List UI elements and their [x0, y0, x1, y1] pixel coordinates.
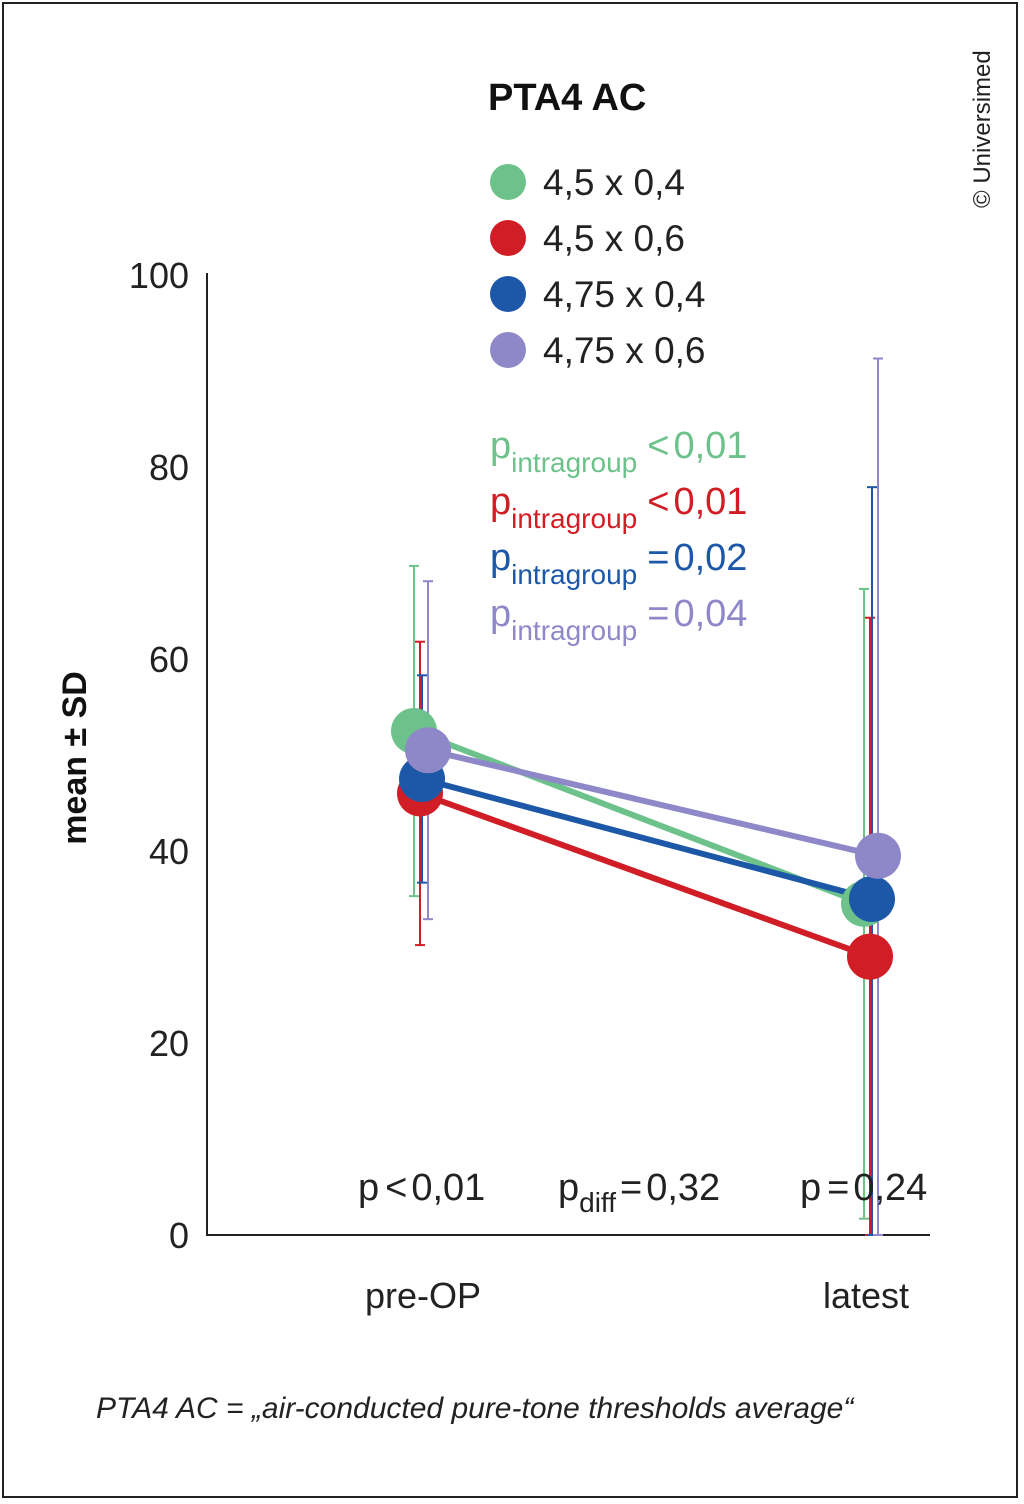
p-intragroup-prefix: p	[490, 481, 511, 523]
p-intragroup-prefix: p	[490, 537, 511, 579]
p-intragroup-prefix: p	[490, 425, 511, 467]
p-intragroup-sub: intragroup	[511, 503, 637, 534]
legend-label-1: 4,5 x 0,4	[543, 162, 685, 203]
series-line-2	[418, 790, 872, 960]
y-axis-label: mean ± SD	[56, 671, 94, 845]
data-point-4-latest	[855, 832, 901, 879]
p-intragroup-op: <	[647, 481, 669, 523]
p-intragroup-prefix: p	[490, 593, 511, 635]
p-intragroup-value: 0,01	[673, 425, 747, 467]
legend-marker-2	[490, 220, 526, 256]
x-ticks: pre-OP latest	[365, 1275, 909, 1316]
p-intragroup-sub: intragroup	[511, 615, 637, 646]
y-tick-label-60: 60	[149, 639, 189, 680]
legend-marker-3	[490, 276, 526, 312]
p-latest-value: 0,24	[853, 1167, 927, 1209]
p-diff-prefix: p	[558, 1167, 579, 1209]
y-tick-label-80: 80	[149, 447, 189, 488]
p-intragroup-value: 0,01	[673, 481, 747, 523]
p-intragroup-sub: intragroup	[511, 559, 637, 590]
y-tick-label-40: 40	[149, 831, 189, 872]
legend-label-2: 4,5 x 0,6	[543, 218, 685, 259]
bottom-p-values: p <0,01 pdiff = 0,32 p = 0,24	[358, 1167, 927, 1218]
chart-title: PTA4 AC	[488, 77, 646, 119]
plot-area	[391, 357, 901, 1236]
p-pre-op-sign: <	[385, 1167, 407, 1209]
data-point-2-latest	[847, 933, 893, 980]
p-intragroup-4: pintragroup = 0,04	[490, 593, 747, 646]
series-line-3	[421, 776, 873, 902]
p-latest: p = 0,24	[800, 1167, 927, 1209]
p-pre-prefix: p	[358, 1167, 379, 1209]
copyright: © Universimed	[969, 50, 996, 208]
footnote: PTA4 AC = „air-conducted pure-tone thres…	[96, 1392, 854, 1425]
p-intragroup-1: pintragroup <0,01	[490, 425, 747, 478]
axes	[206, 273, 930, 1236]
x-tick-label-latest: latest	[823, 1275, 909, 1316]
p-latest-op-sign: =	[827, 1167, 849, 1209]
y-ticks: 0 20 40 60 80 100	[129, 255, 189, 1256]
p-intragroup-sub: intragroup	[511, 447, 637, 478]
p-diff-op-sign: =	[620, 1167, 642, 1209]
p-pre-op: p <0,01	[358, 1167, 485, 1209]
y-tick-label-100: 100	[129, 255, 189, 296]
data-point-4-pre-OP	[405, 727, 451, 774]
legend-marker-4	[490, 332, 526, 368]
y-tick-label-20: 20	[149, 1023, 189, 1064]
series-points	[391, 708, 901, 980]
legend-label-3: 4,75 x 0,4	[543, 274, 706, 315]
legend-label-4: 4,75 x 0,6	[543, 330, 706, 371]
p-intragroup-value: 0,04	[673, 593, 747, 635]
p-pre-value: 0,01	[411, 1167, 485, 1209]
p-intragroup-op: <	[647, 425, 669, 467]
series-lines	[412, 728, 879, 960]
p-intragroup-value: 0,02	[673, 537, 747, 579]
y-tick-label-0: 0	[169, 1215, 189, 1256]
data-point-3-latest	[849, 876, 895, 922]
p-diff-sub: diff	[579, 1187, 616, 1218]
legend: 4,5 x 0,4 4,5 x 0,6 4,75 x 0,4 4,75 x 0,6	[490, 162, 706, 371]
series-line-4	[427, 747, 879, 859]
legend-marker-1	[490, 164, 526, 200]
p-diff: pdiff = 0,32	[558, 1167, 720, 1218]
p-intragroup-2: pintragroup <0,01	[490, 481, 747, 534]
p-intragroup-3: pintragroup = 0,02	[490, 537, 747, 590]
p-intragroup-op: =	[647, 593, 669, 635]
p-latest-prefix: p	[800, 1167, 821, 1209]
p-diff-value: 0,32	[646, 1167, 720, 1209]
p-intragroup-op: =	[647, 537, 669, 579]
x-tick-label-pre-OP: pre-OP	[365, 1275, 481, 1316]
